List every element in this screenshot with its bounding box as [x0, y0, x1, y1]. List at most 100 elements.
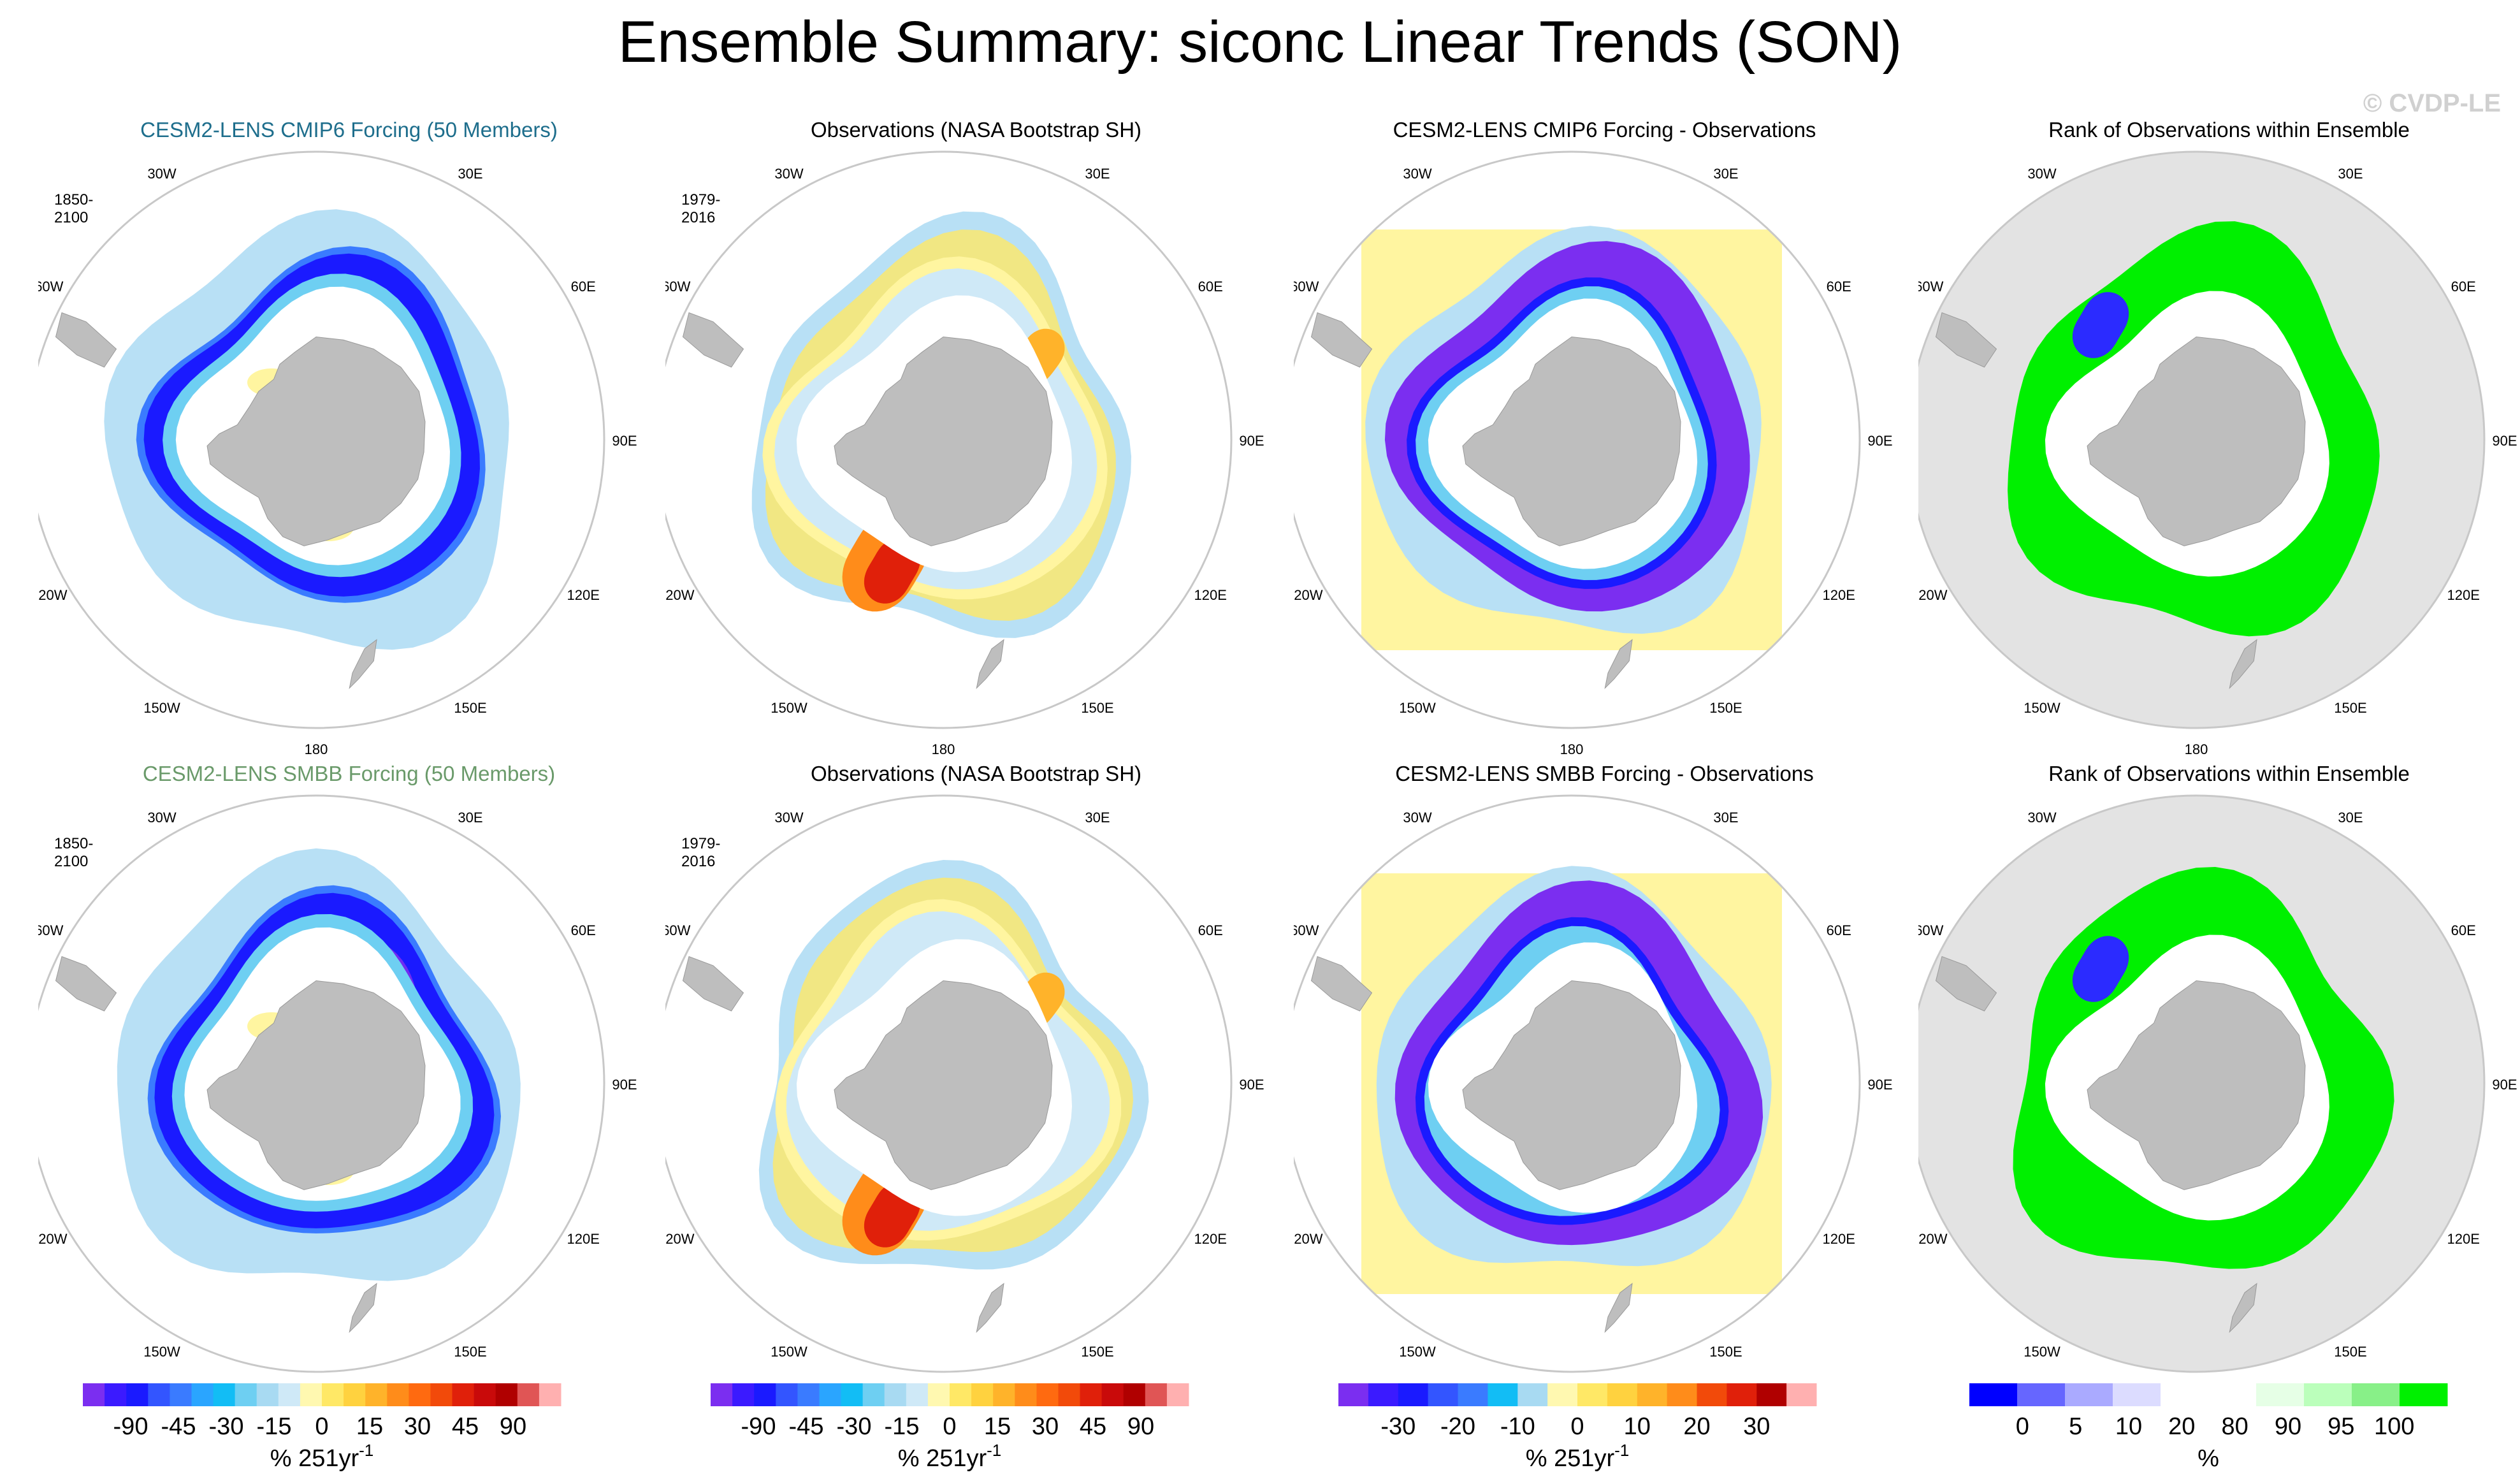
- lon-label: 150E: [454, 1344, 486, 1360]
- colorbar-swatch: [126, 1383, 148, 1406]
- south-america-tip: [55, 312, 117, 368]
- panel-title: Observations (NASA Bootstrap SH): [810, 762, 1142, 785]
- colorbar-swatch: [1338, 1383, 1369, 1406]
- period-label: 1979-2016: [681, 835, 721, 870]
- south-america-tip: [1935, 956, 1997, 1012]
- lon-label: 30W: [147, 166, 176, 182]
- colorbar-swatch: [732, 1383, 755, 1406]
- lon-label: 150E: [454, 700, 486, 716]
- colorbar-swatch: [950, 1383, 972, 1406]
- lon-label: 150W: [143, 700, 180, 716]
- antarctica-landmass: [206, 980, 426, 1190]
- figure-title: Ensemble Summary: siconc Linear Trends (…: [618, 10, 1902, 75]
- lon-label: 30E: [458, 166, 482, 182]
- colorbar-tick-label: 30: [1032, 1413, 1059, 1440]
- south-america-tip: [55, 956, 117, 1012]
- antarctica-landmass: [206, 336, 426, 546]
- lon-label: 30W: [774, 166, 803, 182]
- colorbar-tick-label: -45: [161, 1413, 196, 1440]
- colorbar-units-label: % 251yr-1: [898, 1441, 1002, 1472]
- polar-map: 030E60E90E120E150E180150W120W90W60W30W: [1918, 794, 2517, 1401]
- colorbar-swatch: [862, 1383, 885, 1406]
- lon-label: 30E: [2338, 166, 2363, 182]
- colorbar-swatch: [474, 1383, 496, 1406]
- polar-map: 030E60E90E120E150E180150W120W90W60W30W: [38, 794, 637, 1401]
- colorbar-tick-label: 0: [1570, 1413, 1584, 1440]
- antarctica-landmass: [834, 336, 1053, 546]
- panel-title: CESM2-LENS CMIP6 Forcing - Observations: [1393, 118, 1816, 142]
- polar-map: 030E60E90E120E150E180150W120W90W60W30W: [665, 794, 1264, 1401]
- colorbar-tick-label: 95: [2328, 1413, 2354, 1440]
- panel-title: Observations (NASA Bootstrap SH): [810, 118, 1142, 142]
- colorbar-tick-label: -30: [1380, 1413, 1416, 1440]
- colorbar-swatch: [2400, 1383, 2448, 1406]
- lon-label: 60E: [1827, 922, 1851, 938]
- antarctica-landmass: [1462, 980, 1681, 1190]
- colorbar-swatch: [1123, 1383, 1146, 1406]
- colorbar-swatch: [1058, 1383, 1081, 1406]
- colorbar-swatch: [1458, 1383, 1488, 1406]
- colorbar-swatch: [884, 1383, 907, 1406]
- lon-label: 150E: [1081, 700, 1113, 716]
- polar-map: 030E60E90E120E150E180150W120W90W60W30W: [38, 150, 637, 757]
- lon-label: 150W: [771, 1344, 807, 1360]
- colorbar: -90 -45 -30 -15 0 15 30 45 90 % 251yr-1: [711, 1383, 1189, 1472]
- lon-label: 120E: [1194, 1231, 1227, 1247]
- new-zealand: [1604, 639, 1633, 690]
- colorbar-swatch: [452, 1383, 475, 1406]
- lon-label: 90E: [1867, 1077, 1892, 1093]
- map-boundary: [38, 794, 605, 1373]
- colorbar-tick-label: -90: [113, 1413, 148, 1440]
- colorbar-tick-label: 5: [2069, 1413, 2082, 1440]
- lon-label: 60W: [1918, 279, 1944, 295]
- lon-label: 90E: [1239, 1077, 1264, 1093]
- antarctica-landmass: [834, 980, 1053, 1190]
- new-zealand: [1604, 1283, 1633, 1334]
- colorbar-tick-label: -30: [837, 1413, 872, 1440]
- colorbar-swatch: [2113, 1383, 2161, 1406]
- colorbar-swatch: [105, 1383, 127, 1406]
- new-zealand: [976, 639, 1004, 690]
- lon-label: 120W: [1918, 1231, 1948, 1247]
- lon-label: 30E: [1085, 166, 1110, 182]
- lon-label: 150E: [1709, 1344, 1742, 1360]
- lon-label: 60W: [1294, 279, 1319, 295]
- colorbar-swatch: [409, 1383, 431, 1406]
- new-zealand: [2229, 1283, 2257, 1334]
- colorbar-tick-label: -15: [257, 1413, 292, 1440]
- colorbar-tick-label: -45: [789, 1413, 824, 1440]
- colorbar-tick-label: 100: [2374, 1413, 2414, 1440]
- colorbar-swatch: [841, 1383, 864, 1406]
- colorbar-swatch: [278, 1383, 301, 1406]
- colorbar-swatch: [1786, 1383, 1817, 1406]
- lon-label: 120W: [38, 587, 68, 603]
- lon-label: 60E: [571, 279, 596, 295]
- lon-label: 30E: [1713, 810, 1738, 826]
- colorbar-swatch: [1517, 1383, 1548, 1406]
- lon-label: 90E: [612, 1077, 637, 1093]
- colorbar-swatch: [1637, 1383, 1668, 1406]
- colorbar-swatch: [1368, 1383, 1399, 1406]
- colorbar-swatch: [927, 1383, 950, 1406]
- colorbar-tick-label: -20: [1440, 1413, 1475, 1440]
- south-america-tip: [1310, 956, 1373, 1012]
- colorbar-swatch: [2161, 1383, 2209, 1406]
- colorbar-tick-label: 0: [2016, 1413, 2029, 1440]
- colorbar-swatch: [1488, 1383, 1518, 1406]
- colorbar-tick-label: 80: [2222, 1413, 2248, 1440]
- lon-label: 30W: [1403, 166, 1431, 182]
- panel-title: CESM2-LENS SMBB Forcing - Observations: [1395, 762, 1814, 785]
- lon-label: 150W: [2024, 1344, 2060, 1360]
- colorbar-swatch: [430, 1383, 453, 1406]
- polar-map: 030E60E90E120E150E180150W120W90W60W30W: [1294, 150, 1893, 757]
- lon-label: 60E: [1198, 922, 1223, 938]
- colorbar-swatch: [797, 1383, 820, 1406]
- lon-label: 30W: [1403, 810, 1431, 826]
- new-zealand: [2229, 639, 2257, 690]
- new-zealand: [349, 639, 377, 690]
- lon-label: 60W: [1294, 922, 1319, 938]
- colorbar-swatch: [1166, 1383, 1189, 1406]
- lon-label: 30E: [1713, 166, 1738, 182]
- colorbar-swatch: [387, 1383, 409, 1406]
- colorbar-swatch: [1727, 1383, 1757, 1406]
